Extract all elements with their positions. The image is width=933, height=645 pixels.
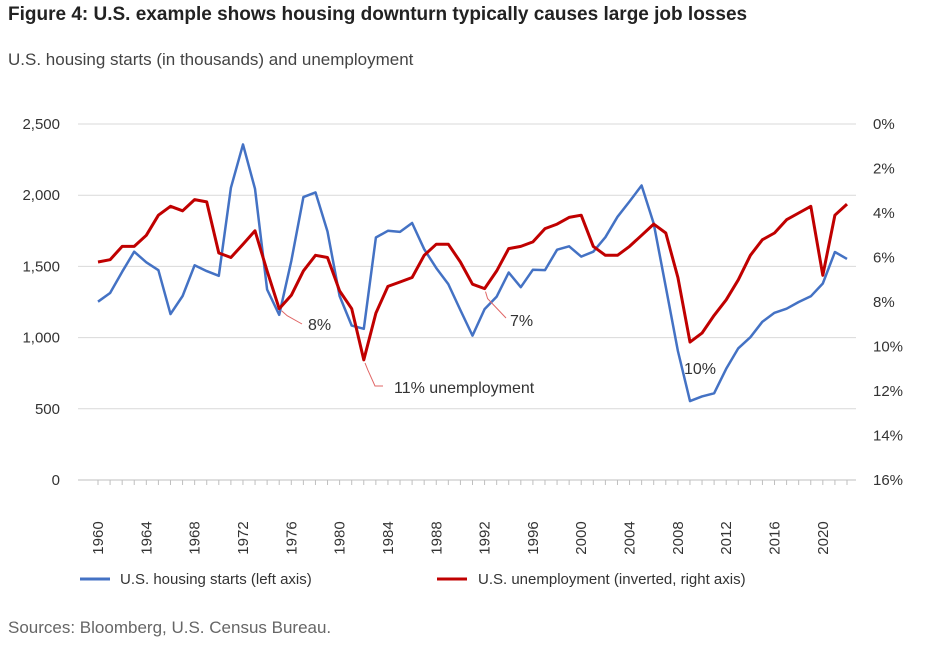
chart-title: Figure 4: U.S. example shows housing dow… (8, 4, 748, 25)
right-axis-tick-label: 8% (873, 294, 895, 311)
right-axis-ticks: 0% 2% 4% 6% 8% 10% 12% 14% 16% (873, 116, 903, 489)
right-axis-tick-label: 4% (873, 205, 895, 222)
right-axis-tick-label: 2% (873, 161, 895, 178)
left-axis-tick-label: 2,500 (22, 116, 60, 133)
x-axis-tick-label: 2000 (573, 521, 590, 554)
x-axis-tick-label: 2016 (767, 521, 784, 554)
annotation-label: 8% (308, 317, 331, 334)
x-axis-tick-label: 2004 (622, 521, 639, 554)
annotation-leader (364, 362, 383, 387)
unemployment-line (97, 198, 849, 362)
left-axis-ticks: 0 500 1,000 1,500 2,000 2,500 (22, 116, 60, 489)
right-axis-tick-label: 16% (873, 472, 903, 489)
left-axis-tick-label: 0 (52, 472, 60, 489)
left-axis-tick-label: 2,000 (22, 187, 60, 204)
x-axis-tick-label: 1988 (428, 521, 445, 554)
right-axis-tick-label: 0% (873, 116, 895, 133)
dual-axis-line-chart: 0 500 1,000 1,500 2,000 2,500 0% 2% 4% 6% 8% 10% 12… (22, 116, 903, 588)
legend-label-housing: U.S. housing starts (left axis) (120, 571, 312, 588)
x-axis-ticks: 1960 1964 1968 1972 1976 1980 1984 1988 1992 1996… (90, 480, 848, 555)
right-axis-tick-label: 14% (873, 428, 903, 445)
x-axis-tick-label: 1996 (525, 521, 542, 554)
x-axis-tick-label: 1976 (283, 521, 300, 554)
x-axis-tick-label: 1964 (138, 521, 155, 554)
x-axis-tick-label: 1968 (187, 521, 204, 554)
x-axis-tick-label: 2008 (670, 521, 687, 554)
legend: U.S. housing starts (left axis) U.S. unem… (80, 571, 746, 588)
annotations: 8% 11% unemployment 7% 10% (281, 291, 716, 397)
left-axis-tick-label: 1,500 (22, 258, 60, 275)
annotation-label: 10% (684, 361, 716, 378)
right-axis-tick-label: 12% (873, 383, 903, 400)
left-axis-tick-label: 500 (35, 401, 60, 418)
x-axis-tick-label: 1984 (380, 521, 397, 554)
x-axis-tick-label: 2020 (815, 521, 832, 554)
x-axis-tick-label: 1960 (90, 521, 107, 554)
annotation-label: 7% (510, 313, 533, 330)
annotation-leader (281, 310, 303, 325)
annotation-leader (485, 291, 507, 319)
x-axis-tick-label: 1972 (235, 521, 252, 554)
left-axis-tick-label: 1,000 (22, 330, 60, 347)
x-axis-tick-label: 2012 (718, 521, 735, 554)
gridlines (78, 123, 856, 481)
chart-subtitle: U.S. housing starts (in thousands) and u… (8, 50, 414, 69)
right-axis-tick-label: 6% (873, 250, 895, 267)
legend-label-unemployment: U.S. unemployment (inverted, right axis) (478, 571, 746, 588)
x-axis-tick-label: 1992 (477, 521, 494, 554)
source-note: Sources: Bloomberg, U.S. Census Bureau. (8, 618, 332, 637)
housing-starts-line (97, 143, 848, 403)
annotation-label: 11% unemployment (394, 380, 535, 397)
x-axis-tick-label: 1980 (332, 521, 349, 554)
right-axis-tick-label: 10% (873, 339, 903, 356)
series-lines (97, 143, 849, 403)
